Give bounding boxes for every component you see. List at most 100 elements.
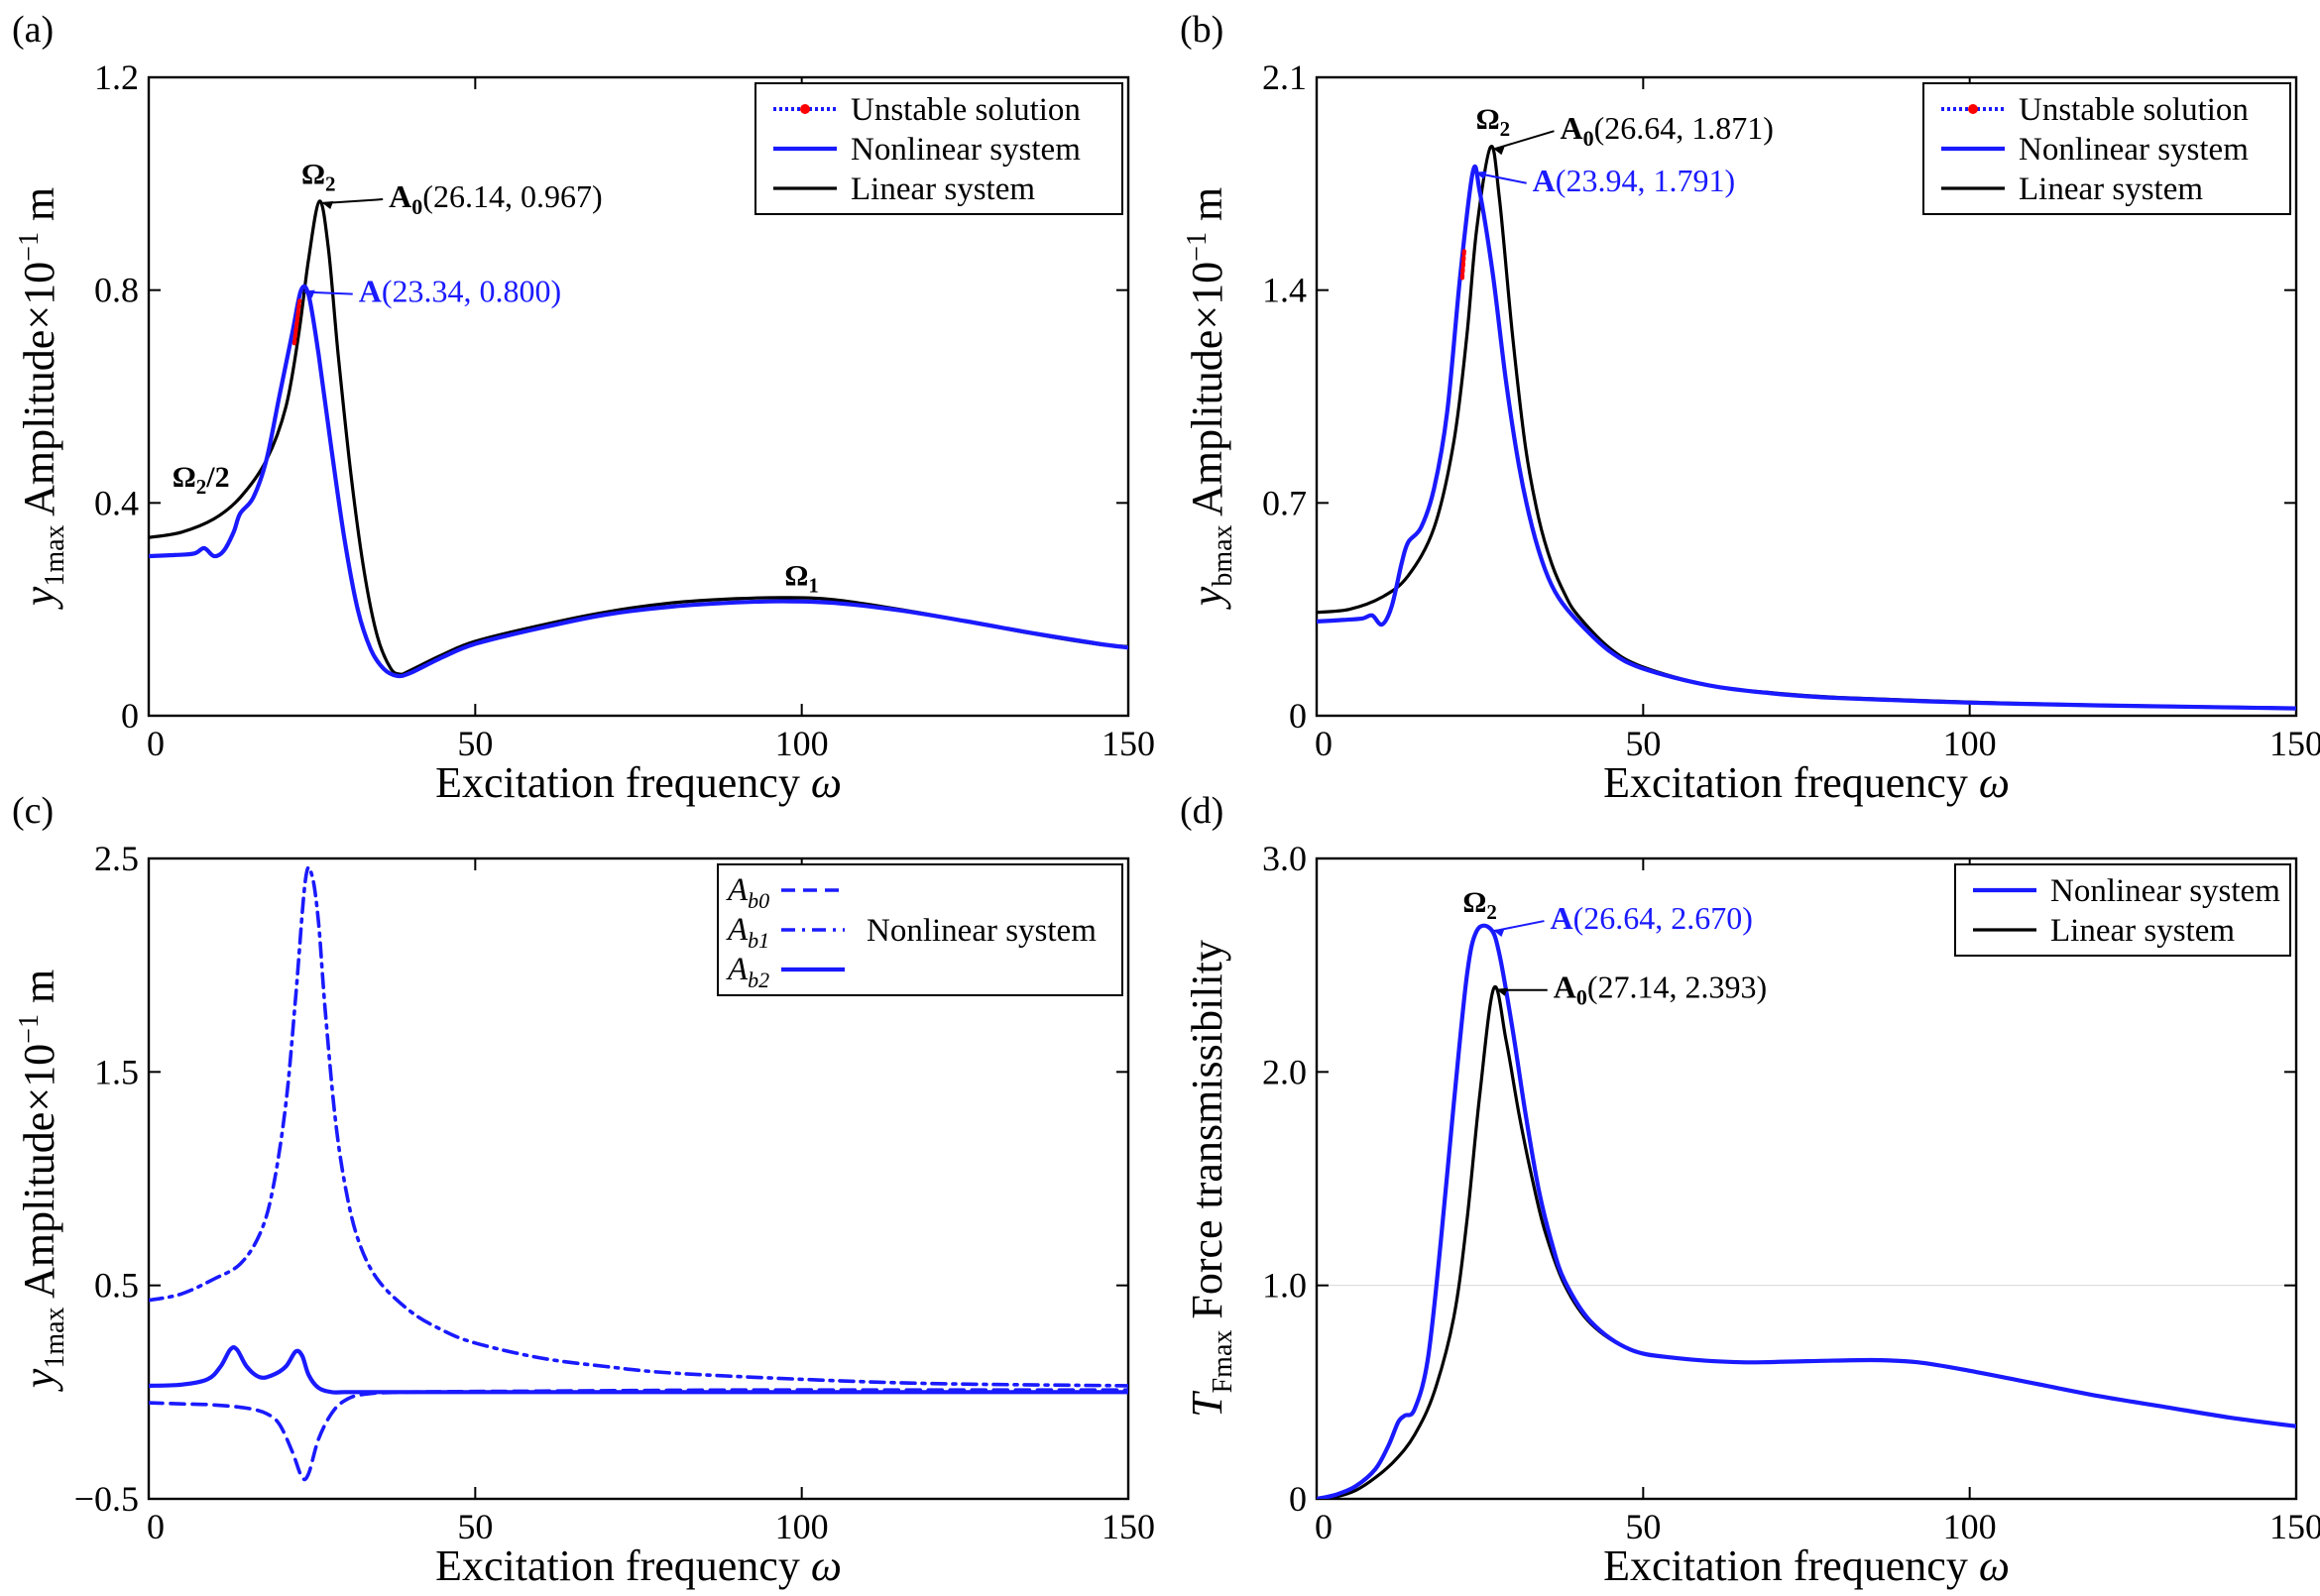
legend-label-sub: b0 bbox=[748, 888, 769, 913]
y-tick-label: 0.4 bbox=[94, 483, 139, 522]
peak-symbol: Ω bbox=[784, 560, 808, 593]
x-tick-label: 50 bbox=[457, 724, 493, 763]
annotation-coords: (26.64, 1.871) bbox=[1594, 110, 1774, 146]
y-tick-label: 0 bbox=[1289, 1479, 1307, 1519]
x-tick-label: 50 bbox=[1625, 1507, 1661, 1546]
peak-symbol: Ω bbox=[173, 461, 196, 494]
legend-label: Linear system bbox=[2050, 913, 2235, 949]
annotation-point: A bbox=[1554, 969, 1576, 1005]
y-axis-label-unit: m bbox=[15, 187, 63, 232]
y-axis-label-var: T bbox=[1183, 1390, 1231, 1418]
annotation-coords: (26.64, 2.670) bbox=[1573, 900, 1753, 936]
legend-label: Unstable solution bbox=[851, 92, 1081, 128]
x-axis-label-symbol: ω bbox=[811, 1541, 842, 1590]
x-axis-label-text: Excitation frequency bbox=[435, 758, 811, 807]
annotation-arrowhead bbox=[1495, 987, 1508, 996]
series-nonlinear-system bbox=[1317, 164, 2296, 711]
y-axis-label-var: y bbox=[15, 586, 63, 610]
series-group bbox=[1317, 923, 2296, 1499]
series-group bbox=[149, 199, 1128, 679]
legend-label: Nonlinear system bbox=[851, 132, 1081, 168]
x-tick-label: 0 bbox=[147, 1507, 165, 1546]
y-tick-label: 0.8 bbox=[94, 271, 139, 310]
x-tick-label: 150 bbox=[2269, 1507, 2320, 1546]
y-tick-label: 1.5 bbox=[94, 1052, 139, 1091]
legend-label: Linear system bbox=[2019, 171, 2203, 207]
annotation-point: A bbox=[389, 178, 411, 214]
x-tick-label: 100 bbox=[1943, 1507, 1997, 1546]
axes-frame bbox=[147, 75, 1130, 718]
annotation-label: A0(26.14, 0.967) bbox=[389, 178, 602, 219]
legend: Unstable solution Nonlinear systemLinear … bbox=[1922, 82, 2291, 215]
annotation-arrowhead bbox=[1492, 929, 1505, 938]
peak-symbol: Ω bbox=[301, 158, 325, 190]
legend-label-main: A bbox=[726, 872, 749, 908]
y-axis-label-unit: m bbox=[15, 969, 63, 1014]
peak-label: Ω2 bbox=[1462, 886, 1497, 924]
y-axis-label-exp: −1 bbox=[14, 232, 45, 262]
x-tick-label: 0 bbox=[1315, 724, 1333, 763]
annotation-label: A(23.94, 1.791) bbox=[1533, 163, 1735, 198]
peak-label: Ω1 bbox=[784, 560, 819, 598]
series-ab1 bbox=[149, 865, 1128, 1388]
series-ab2 bbox=[149, 1345, 1128, 1395]
series-unstable-solution bbox=[291, 298, 302, 346]
legend-marker bbox=[1968, 104, 1978, 114]
annotation-arrow bbox=[1494, 130, 1555, 151]
x-tick-label: 0 bbox=[147, 724, 165, 763]
y-tick-label: 0 bbox=[1289, 696, 1307, 736]
panel-label: (c) bbox=[12, 790, 54, 832]
y-axis-label-exp: −1 bbox=[14, 1014, 45, 1044]
x-axis-label: Excitation frequency ω bbox=[435, 758, 842, 807]
legend-group-label: Nonlinear system bbox=[867, 913, 1097, 949]
y-tick-label: 1.4 bbox=[1262, 271, 1307, 310]
legend-label-main: A bbox=[726, 952, 749, 987]
annotation-coords: (27.14, 2.393) bbox=[1587, 969, 1767, 1005]
panel-b: 0 50 100 150 0 0.7 1.4 2.1 Unstable solution Nonl… bbox=[1180, 9, 2320, 807]
y-tick-label: 0.7 bbox=[1262, 483, 1307, 522]
annotation-label: A0(26.64, 1.871) bbox=[1560, 110, 1773, 151]
peak-sub: 1 bbox=[808, 574, 819, 598]
panel-label: (d) bbox=[1180, 790, 1223, 832]
annotation: A0(27.14, 2.393) bbox=[1495, 969, 1767, 1010]
panel-d: 0 50 100 150 0 1.0 2.0 3.0 Nonlinear system Linea… bbox=[1180, 790, 2320, 1590]
y-tick-label: 2.5 bbox=[94, 839, 139, 878]
x-tick-label: 150 bbox=[2269, 724, 2320, 763]
y-axis-label-text: Amplitude×10 bbox=[15, 262, 63, 525]
panel-label: (b) bbox=[1180, 9, 1223, 51]
axes-frame bbox=[147, 856, 1130, 1501]
y-axis-label-text: Amplitude×10 bbox=[1183, 262, 1231, 525]
y-tick-label: 3.0 bbox=[1262, 839, 1307, 878]
annotation: A(23.94, 1.791) bbox=[1474, 163, 1735, 198]
peak-symbol: Ω bbox=[1462, 886, 1486, 919]
peak-label: Ω2 bbox=[301, 158, 336, 195]
series-linear-system bbox=[149, 199, 1128, 676]
annotation: A0(26.14, 0.967) bbox=[321, 178, 603, 219]
annotation-arrowhead bbox=[1492, 147, 1505, 156]
legend-label: Linear system bbox=[851, 171, 1035, 207]
legend-label: Ab0 bbox=[726, 872, 769, 913]
annotation-point: A bbox=[359, 274, 382, 309]
x-axis-label: Excitation frequency ω bbox=[1603, 1541, 2010, 1590]
peak-suffix: /2 bbox=[205, 461, 229, 494]
legend-label: Unstable solution bbox=[2019, 92, 2249, 128]
y-axis-label-text: Force transmissibility bbox=[1183, 940, 1231, 1330]
annotation-coords: (23.94, 1.791) bbox=[1556, 163, 1735, 198]
annotation-sub: 0 bbox=[1576, 985, 1587, 1010]
y-axis-label-unit: m bbox=[1183, 187, 1231, 232]
y-axis-label-text: Amplitude×10 bbox=[15, 1044, 63, 1308]
axes-frame bbox=[1315, 856, 2298, 1501]
x-axis-label: Excitation frequency ω bbox=[435, 1541, 842, 1590]
series-group bbox=[1317, 145, 2296, 711]
legend-label-main: A bbox=[726, 912, 749, 948]
legend-label: Nonlinear system bbox=[2050, 873, 2280, 909]
y-tick-label: 0.5 bbox=[94, 1266, 139, 1306]
legend-box bbox=[1954, 863, 2291, 957]
y-tick-label: 2.1 bbox=[1262, 57, 1307, 97]
annotation-sub: 0 bbox=[411, 194, 422, 219]
annotation-coords: (23.34, 0.800) bbox=[382, 274, 561, 309]
series-unstable-solution bbox=[1459, 248, 1466, 281]
series-nonlinear-system bbox=[1317, 923, 2296, 1499]
